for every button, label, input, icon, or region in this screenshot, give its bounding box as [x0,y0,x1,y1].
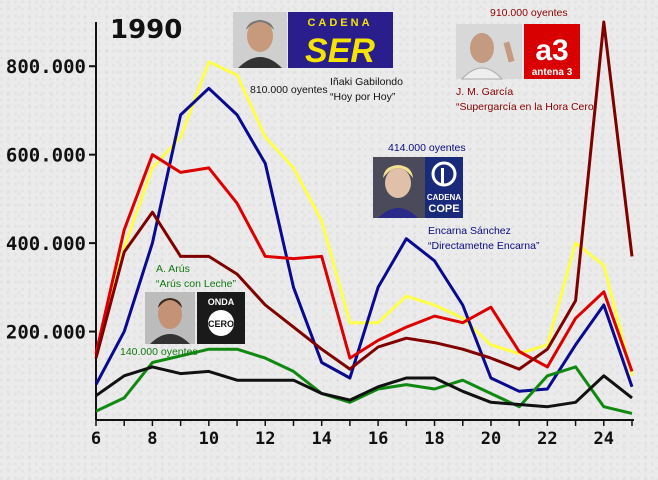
cope-annotation: 414.000 oyentes CADENA COPE Encarna Sánc… [373,142,540,252]
cadena-cope-logo: CADENA COPE [425,157,463,218]
series-line-green [95,347,633,415]
y-tick-label: 600.000 [6,145,86,167]
x-tick-label: 18 [424,429,444,449]
ser-program: “Hoy por Hoy” [330,91,396,103]
x-tick-label: 24 [594,429,614,449]
ser-host: Iñaki Gabilondo [330,76,403,88]
svg-text:ONDA: ONDA [208,297,235,307]
sanchez-photo [373,157,425,218]
series-lines [94,20,634,415]
y-tick-label: 400.000 [6,233,86,255]
svg-text:SER: SER [305,32,375,70]
antena3-logo: a3 antena 3 [524,24,580,79]
antena3-host: J. M. García [456,86,513,98]
ser-annotation: CADENA SER 810.000 oyentes Iñaki Gabilon… [233,12,403,103]
y-tick-label: 200.000 [6,322,86,344]
y-ticks: 200.000 400.000 600.000 800.000 [6,56,96,344]
x-tick-label: 8 [147,429,157,449]
x-tick-label: 12 [255,429,275,449]
garcia-photo [456,24,522,80]
cope-program: “Directametne Encarna” [428,240,540,252]
antena3-program: “Supergarcía en la Hora Cero” [456,101,598,113]
cadena-ser-logo: CADENA SER [288,12,393,70]
svg-text:antena 3: antena 3 [532,67,573,78]
chart-title: 1990 [110,15,182,45]
svg-text:a3: a3 [535,34,568,67]
series-line-yellow [94,60,634,377]
gabilondo-photo [233,12,287,68]
x-tick-label: 20 [481,429,501,449]
series-line-blue [94,86,634,393]
x-tick-label: 14 [311,429,331,449]
onda-program: “Arús con Leche” [156,278,236,290]
y-tick-label: 800.000 [6,56,86,78]
onda-cero-logo: ONDA CERO [197,292,245,344]
onda-cero-annotation: A. Arús “Arús con Leche” ONDA CERO 140.0… [120,263,245,358]
cope-audience: 414.000 oyentes [388,142,466,154]
onda-host: A. Arús [156,263,190,275]
onda-audience: 140.000 oyentes [120,346,198,358]
series-line-black [95,365,633,409]
svg-text:CADENA: CADENA [307,17,372,29]
series-line-darkred [94,20,634,371]
antena3-audience: 910.000 oyentes [490,7,568,19]
x-tick-label: 10 [199,429,219,449]
antena3-annotation: 910.000 oyentes a3 antena 3 J. M. García… [456,7,598,113]
svg-text:COPE: COPE [428,203,459,215]
x-tick-label: 22 [537,429,557,449]
series-line-red [94,153,634,372]
cope-host: Encarna Sánchez [428,225,511,237]
x-tick-label: 16 [368,429,388,449]
svg-text:CERO: CERO [208,319,234,329]
x-tick-label: 6 [91,429,101,449]
svg-text:CADENA: CADENA [427,193,461,202]
x-ticks: 6 8 10 12 14 16 18 20 22 24 [91,420,633,449]
arus-photo [145,292,195,344]
ser-audience: 810.000 oyentes [250,84,328,96]
